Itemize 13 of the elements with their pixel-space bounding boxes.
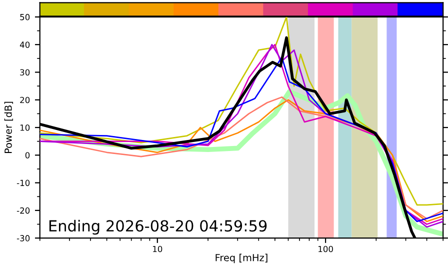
y-tick-label: 30 (20, 69, 30, 76)
x-tick-label: 100 (318, 246, 333, 252)
y-tick-label: 50 (20, 14, 30, 20)
y-tick-label: -10 (16, 180, 30, 186)
y-axis-title: Power [dB] (4, 102, 14, 154)
y-tick-label: -20 (16, 207, 30, 214)
y-tick-label: 20 (20, 96, 30, 104)
annotation: Ending 2026-08-20 04:59:59 (49, 220, 267, 235)
x-axis-title: Freq [mHz] (216, 254, 268, 264)
y-tick-label: 40 (20, 42, 30, 48)
y-tick-label: -30 (16, 235, 30, 242)
y-tick-label: 10 (20, 124, 30, 131)
y-tick-label: 0 (25, 152, 30, 158)
